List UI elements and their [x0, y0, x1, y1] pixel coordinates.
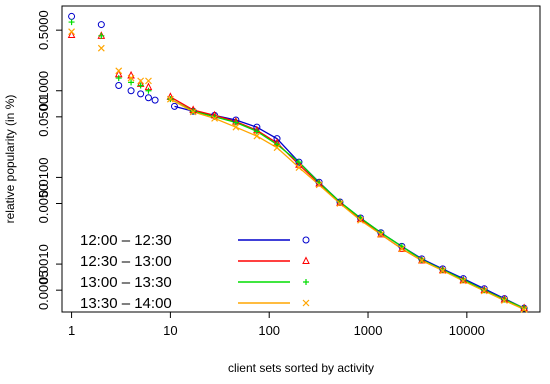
y-tick-label: 0.0010	[36, 244, 51, 284]
data-point	[377, 230, 385, 238]
plot-frame	[61, 5, 541, 313]
data-point	[439, 266, 446, 273]
y-tick-label: 0.0050	[36, 184, 51, 224]
data-point	[295, 164, 303, 171]
data-point	[137, 90, 145, 98]
series-line	[170, 98, 525, 310]
series-line	[170, 96, 525, 309]
x-tick-label: 100	[258, 323, 280, 338]
legend: 12:00 – 12:30 12:30 – 13:00 13:00 – 13:30 1…	[80, 232, 310, 312]
y-tick-label: 0.1000	[36, 71, 51, 111]
legend-label: 13:00 – 13:30	[80, 274, 172, 291]
y-tick-label: 0.0500	[36, 97, 51, 137]
data-point	[439, 267, 447, 275]
data-point	[97, 21, 105, 29]
y-tick-label: 0.0005	[36, 270, 51, 310]
x-tick-label: 1	[68, 323, 75, 338]
data-point	[97, 44, 105, 52]
data-point	[253, 132, 261, 140]
y-tick-label: 0.0100	[36, 158, 51, 198]
data-point	[166, 95, 174, 103]
data-point	[170, 102, 178, 110]
x-axis-label: client sets sorted by activity	[228, 361, 374, 375]
data-point	[145, 77, 152, 85]
data-point	[274, 141, 281, 148]
data-point	[302, 236, 310, 244]
data-point	[398, 245, 406, 253]
data-point	[302, 256, 310, 264]
y-tick-label: 0.5000	[36, 10, 51, 50]
data-point	[189, 108, 197, 116]
data-point	[98, 32, 105, 39]
data-point	[127, 74, 135, 82]
data-point	[232, 119, 239, 126]
data-point	[357, 216, 364, 224]
data-point	[398, 244, 406, 252]
legend-label: 12:30 – 13:00	[80, 253, 172, 270]
data-point	[128, 79, 135, 86]
data-point	[211, 114, 219, 122]
data-point	[68, 28, 76, 36]
data-point	[459, 277, 467, 285]
series-lines	[170, 96, 525, 310]
data-point	[137, 77, 145, 85]
x-tick-label: 10	[163, 323, 177, 338]
data-point	[315, 181, 323, 189]
y-axis-label: relative popularity (in %)	[3, 95, 17, 224]
data-point	[127, 87, 135, 95]
data-point	[145, 87, 152, 94]
data-point	[253, 128, 260, 135]
data-point	[68, 19, 75, 26]
data-point	[520, 305, 528, 313]
series-line	[170, 98, 525, 309]
data-point	[500, 297, 508, 304]
data-point	[418, 257, 426, 264]
data-point	[127, 70, 135, 79]
data-point	[377, 229, 385, 238]
data-point	[67, 30, 76, 38]
data-point	[68, 12, 76, 20]
series-line	[174, 105, 525, 309]
data-point	[115, 67, 123, 75]
legend-label: 13:30 – 14:00	[80, 295, 172, 312]
data-point	[273, 144, 281, 152]
data-point	[137, 82, 144, 89]
data-point	[336, 200, 344, 207]
data-point	[115, 81, 123, 89]
x-tick-label: 10000	[449, 323, 485, 338]
series-markers	[67, 12, 528, 313]
data-point	[295, 159, 302, 166]
legend-label: 12:00 – 12:30	[80, 232, 172, 249]
data-point	[115, 75, 122, 82]
data-point	[480, 287, 488, 295]
x-tick-label: 1000	[354, 323, 383, 338]
data-point	[303, 279, 309, 285]
data-point	[232, 123, 240, 131]
data-point	[151, 96, 159, 104]
data-point	[302, 299, 310, 307]
data-point	[144, 94, 152, 102]
data-point	[501, 296, 508, 303]
